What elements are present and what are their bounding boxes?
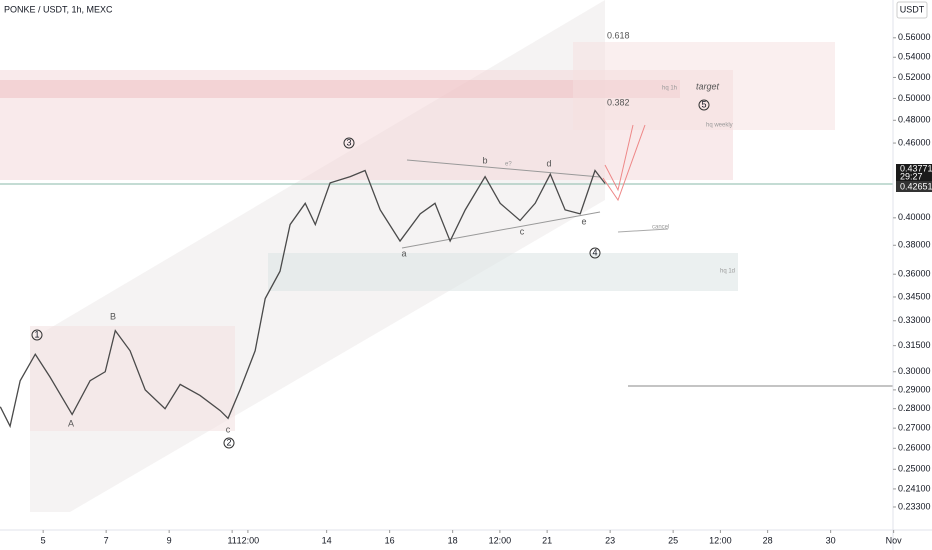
y-tick-label: 0.54000: [898, 52, 931, 62]
x-tick-label: 30: [826, 535, 836, 545]
y-tick-label: 0.56000: [898, 32, 931, 42]
y-tick-label: 0.29000: [898, 384, 931, 394]
fib-label: 0.618: [607, 30, 630, 40]
wave-number: 4: [592, 247, 597, 257]
x-tick-label: 12:00: [709, 535, 732, 545]
cancel-line: [617, 228, 669, 233]
y-tick-label: 0.23300: [898, 501, 931, 511]
wave-letter: d: [546, 158, 551, 168]
y-tick-label: 0.26000: [898, 443, 931, 453]
y-tick-label: 0.46000: [898, 137, 931, 147]
wave-letter: B: [110, 311, 116, 321]
currency-button[interactable]: [896, 1, 928, 19]
symbol-title: PONKE / USDT, 1h, MEXC: [4, 4, 113, 14]
price-label: 0.42651: [900, 181, 932, 191]
x-tick-label: 9: [167, 535, 172, 545]
wave-letter: A: [68, 418, 74, 428]
price-line: [0, 169, 606, 429]
timer-label: 29:27: [900, 171, 923, 181]
wave-circles: [31, 99, 710, 449]
wave-letter: a: [401, 248, 406, 258]
x-tick-label: 21: [542, 535, 552, 545]
projection: [604, 124, 634, 192]
currency-label[interactable]: USDT: [900, 4, 925, 14]
price-label: 0.43771: [900, 163, 932, 173]
wave-letter: e: [581, 216, 586, 226]
y-tick-label: 0.38000: [898, 240, 931, 250]
y-tick-label: 0.34500: [898, 291, 931, 301]
y-tick-label: 0.52000: [898, 72, 931, 82]
wave-letter: b: [482, 155, 487, 165]
annotations: 0.618 0.382 target hq weekly hq 1h hq 1d…: [31, 30, 735, 449]
x-tick-label: 16: [385, 535, 395, 545]
x-tick-label: Nov: [886, 535, 903, 545]
wave-number: 3: [346, 137, 351, 147]
x-tick-label: 12:00: [489, 535, 512, 545]
y-tick-label: 0.31500: [898, 340, 931, 350]
wave-number: 2: [226, 437, 231, 447]
x-tick-label: 11: [227, 535, 236, 545]
y-tick-label: 0.50000: [898, 93, 931, 103]
hq-1d-zone: [268, 253, 738, 291]
price-box: [896, 164, 932, 181]
cancel-label: cancel: [652, 225, 669, 231]
y-tick-label: 0.28000: [898, 403, 931, 413]
y-tick-label: 0.48000: [898, 115, 931, 125]
x-tick-label: 5: [41, 535, 46, 545]
y-tick-label: 0.25000: [898, 464, 931, 474]
x-tick-label: 14: [322, 535, 332, 545]
x-tick-label: 23: [605, 535, 615, 545]
wave-number: 1: [34, 329, 39, 339]
x-tick-label: 7: [104, 535, 109, 545]
hq-1h-zone: [0, 80, 680, 98]
price-box: [896, 181, 932, 192]
wave-1-zone: [30, 326, 235, 431]
x-tick-label: 18: [448, 535, 458, 545]
target-label: target: [696, 81, 720, 91]
zone-label: hq weekly: [706, 123, 733, 129]
triangle-top: [406, 159, 601, 178]
wave-label: e?: [505, 162, 512, 168]
fib-label: 0.382: [607, 97, 630, 107]
y-tick-label: 0.27000: [898, 423, 931, 433]
zone-label: hq 1d: [720, 269, 735, 275]
y-tick-label: 0.40000: [898, 212, 931, 222]
y-tick-label: 0.33000: [898, 315, 931, 325]
x-tick-label: 25: [668, 535, 678, 545]
zones: [0, 0, 893, 512]
triangle-bottom: [401, 211, 601, 249]
wave-number: 5: [701, 99, 706, 109]
projection: [602, 124, 646, 202]
x-tick-label: 12:00: [237, 535, 260, 545]
wave-letter: c: [520, 226, 525, 236]
wave-letter: c: [226, 424, 231, 434]
y-tick-label: 0.36000: [898, 269, 931, 279]
zone-label: hq 1h: [662, 86, 677, 92]
x-tick-label: 28: [763, 535, 773, 545]
target-zone: [573, 42, 835, 130]
y-tick-label: 0.24100: [898, 483, 931, 493]
y-tick-label: 0.30000: [898, 366, 931, 376]
